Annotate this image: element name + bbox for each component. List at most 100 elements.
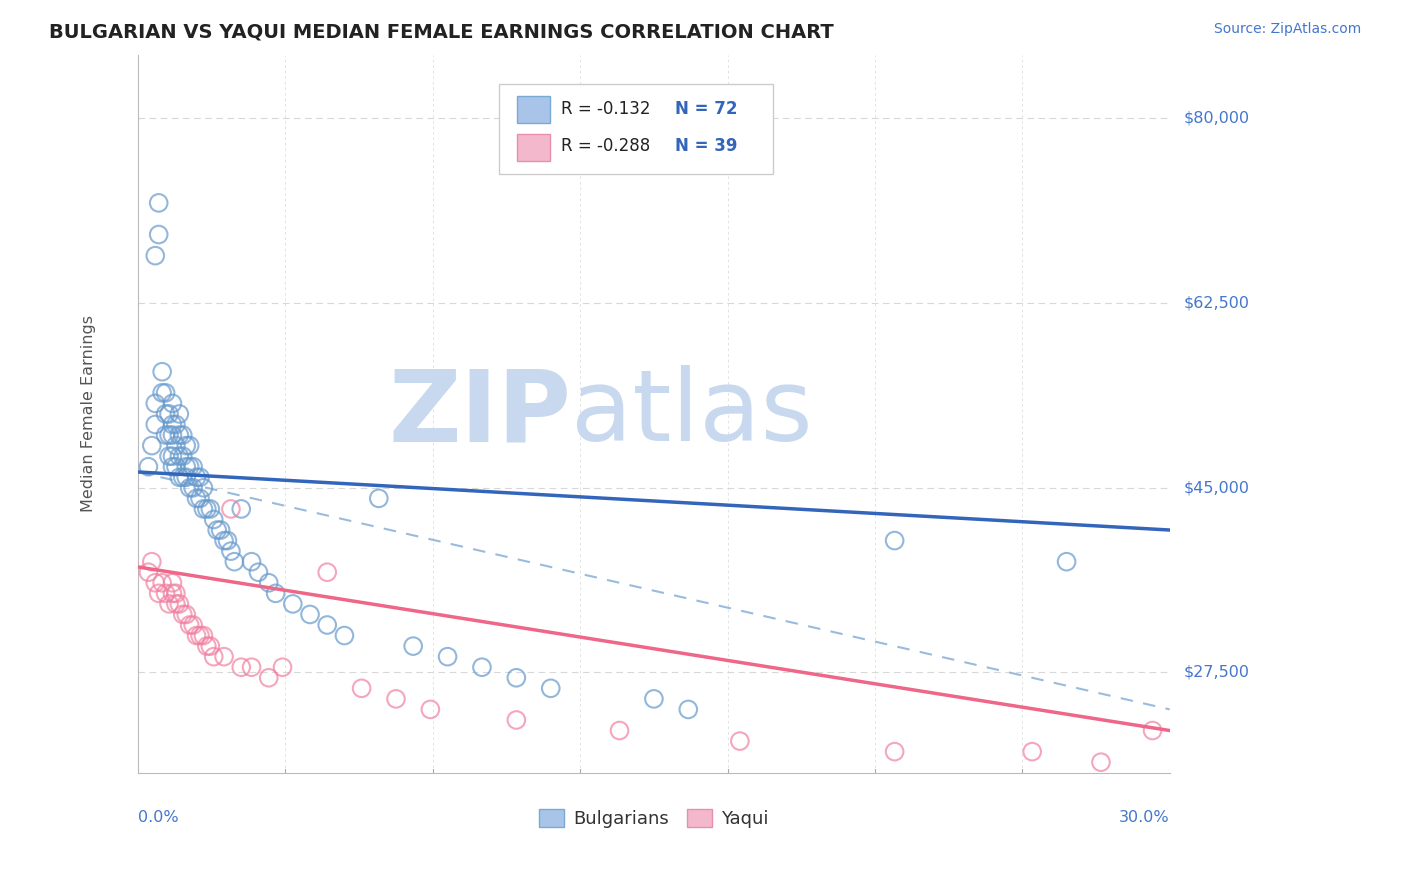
Point <box>193 629 215 643</box>
Bar <box>516 134 550 161</box>
Point <box>181 459 204 474</box>
Point <box>169 407 191 421</box>
Point <box>436 649 458 664</box>
Point <box>181 481 204 495</box>
Point <box>138 566 160 580</box>
Point <box>169 428 191 442</box>
Text: BULGARIAN VS YAQUI MEDIAN FEMALE EARNINGS CORRELATION CHART: BULGARIAN VS YAQUI MEDIAN FEMALE EARNING… <box>49 22 834 41</box>
Point <box>179 459 201 474</box>
Point <box>188 491 211 506</box>
Text: $45,000: $45,000 <box>1184 480 1250 495</box>
Point <box>174 459 197 474</box>
Point <box>186 629 208 643</box>
Point <box>505 713 527 727</box>
Point <box>148 195 170 210</box>
Point <box>141 439 163 453</box>
Point <box>209 523 232 537</box>
Point <box>316 566 339 580</box>
Point <box>367 491 389 506</box>
Point <box>219 502 242 516</box>
Point <box>162 449 184 463</box>
Point <box>162 417 184 432</box>
Point <box>202 512 225 526</box>
Point <box>240 555 263 569</box>
Point <box>157 407 180 421</box>
Point <box>385 691 408 706</box>
Point <box>200 502 222 516</box>
Point <box>143 575 166 590</box>
Point <box>169 449 191 463</box>
Point <box>193 481 215 495</box>
Point <box>143 417 166 432</box>
Point <box>150 575 173 590</box>
Point <box>678 702 700 716</box>
Point <box>172 607 194 622</box>
Point <box>188 629 211 643</box>
Point <box>231 502 253 516</box>
Legend: Bulgarians, Yaqui: Bulgarians, Yaqui <box>531 802 776 836</box>
Point <box>257 671 280 685</box>
Point <box>155 428 177 442</box>
Point <box>402 639 425 653</box>
Point <box>165 459 187 474</box>
Point <box>202 649 225 664</box>
Text: Median Female Earnings: Median Female Earnings <box>82 316 96 512</box>
Point <box>172 470 194 484</box>
Point <box>471 660 494 674</box>
Point <box>186 491 208 506</box>
Point <box>240 660 263 674</box>
Point <box>162 428 184 442</box>
Point <box>212 649 235 664</box>
Text: N = 39: N = 39 <box>675 137 737 155</box>
Point <box>231 660 253 674</box>
Point <box>883 745 905 759</box>
Point <box>138 459 160 474</box>
Text: $62,500: $62,500 <box>1184 295 1250 310</box>
Point <box>169 597 191 611</box>
Point <box>217 533 239 548</box>
Point <box>540 681 562 696</box>
Point <box>174 439 197 453</box>
Point <box>728 734 751 748</box>
Point <box>195 502 218 516</box>
FancyBboxPatch shape <box>499 84 772 174</box>
Point <box>1021 745 1043 759</box>
Point <box>181 618 204 632</box>
Point <box>333 629 356 643</box>
Point <box>165 597 187 611</box>
Point <box>179 618 201 632</box>
Text: 30.0%: 30.0% <box>1119 810 1170 825</box>
Point <box>271 660 294 674</box>
Point <box>143 396 166 410</box>
Point <box>155 385 177 400</box>
Point <box>193 502 215 516</box>
Point <box>195 639 218 653</box>
Point <box>165 586 187 600</box>
Point <box>174 607 197 622</box>
Point <box>165 417 187 432</box>
Point <box>205 523 228 537</box>
Point <box>179 481 201 495</box>
Point <box>188 470 211 484</box>
Text: R = -0.288: R = -0.288 <box>561 137 651 155</box>
Point <box>162 575 184 590</box>
Point <box>298 607 321 622</box>
Point <box>316 618 339 632</box>
Point <box>155 407 177 421</box>
Point <box>643 691 665 706</box>
Point <box>212 533 235 548</box>
Point <box>179 439 201 453</box>
Point <box>219 544 242 558</box>
Point <box>257 575 280 590</box>
Bar <box>516 96 550 123</box>
Point <box>247 566 270 580</box>
Point <box>162 396 184 410</box>
Point <box>155 586 177 600</box>
Point <box>148 586 170 600</box>
Point <box>157 449 180 463</box>
Point <box>350 681 373 696</box>
Point <box>148 227 170 242</box>
Point <box>419 702 441 716</box>
Point <box>157 428 180 442</box>
Point <box>200 639 222 653</box>
